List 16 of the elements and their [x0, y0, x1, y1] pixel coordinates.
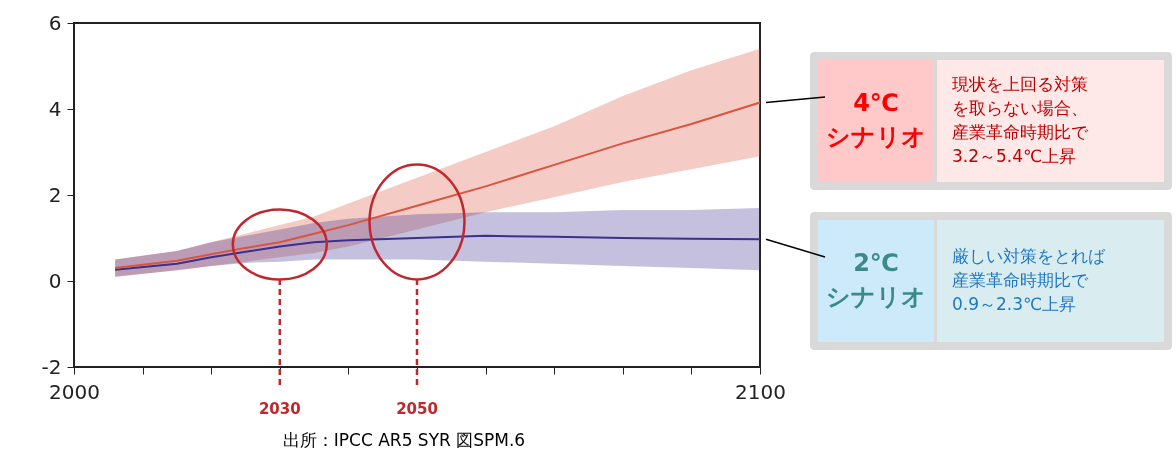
y-tick-label: 2: [48, 182, 62, 207]
text: 4℃ シナリオ: [826, 89, 926, 151]
x-tick-label: 2000: [49, 379, 100, 404]
y-tick-label: 4: [48, 96, 62, 121]
text: 2℃ シナリオ: [826, 249, 926, 311]
ref-line-label: 2030: [258, 400, 301, 418]
x-tick-label: 2100: [735, 379, 786, 404]
y-tick-label: 6: [48, 10, 62, 35]
text: 厳しい対策をとれば産業革命時期比で0.9～2.3℃上昇: [952, 246, 1106, 314]
text: 現状を上回る対策を取らない場合、産業革命時期比で3.2～5.4℃上昇: [952, 74, 1089, 166]
y-tick-label: 0: [48, 268, 62, 293]
line-series: [114, 101, 761, 270]
y-tick-label: -2: [41, 354, 62, 379]
ref-line-label: 2050: [396, 400, 438, 418]
text: 出所：IPCC AR5 SYR 図SPM.6: [282, 430, 526, 450]
line-series: [114, 234, 761, 271]
